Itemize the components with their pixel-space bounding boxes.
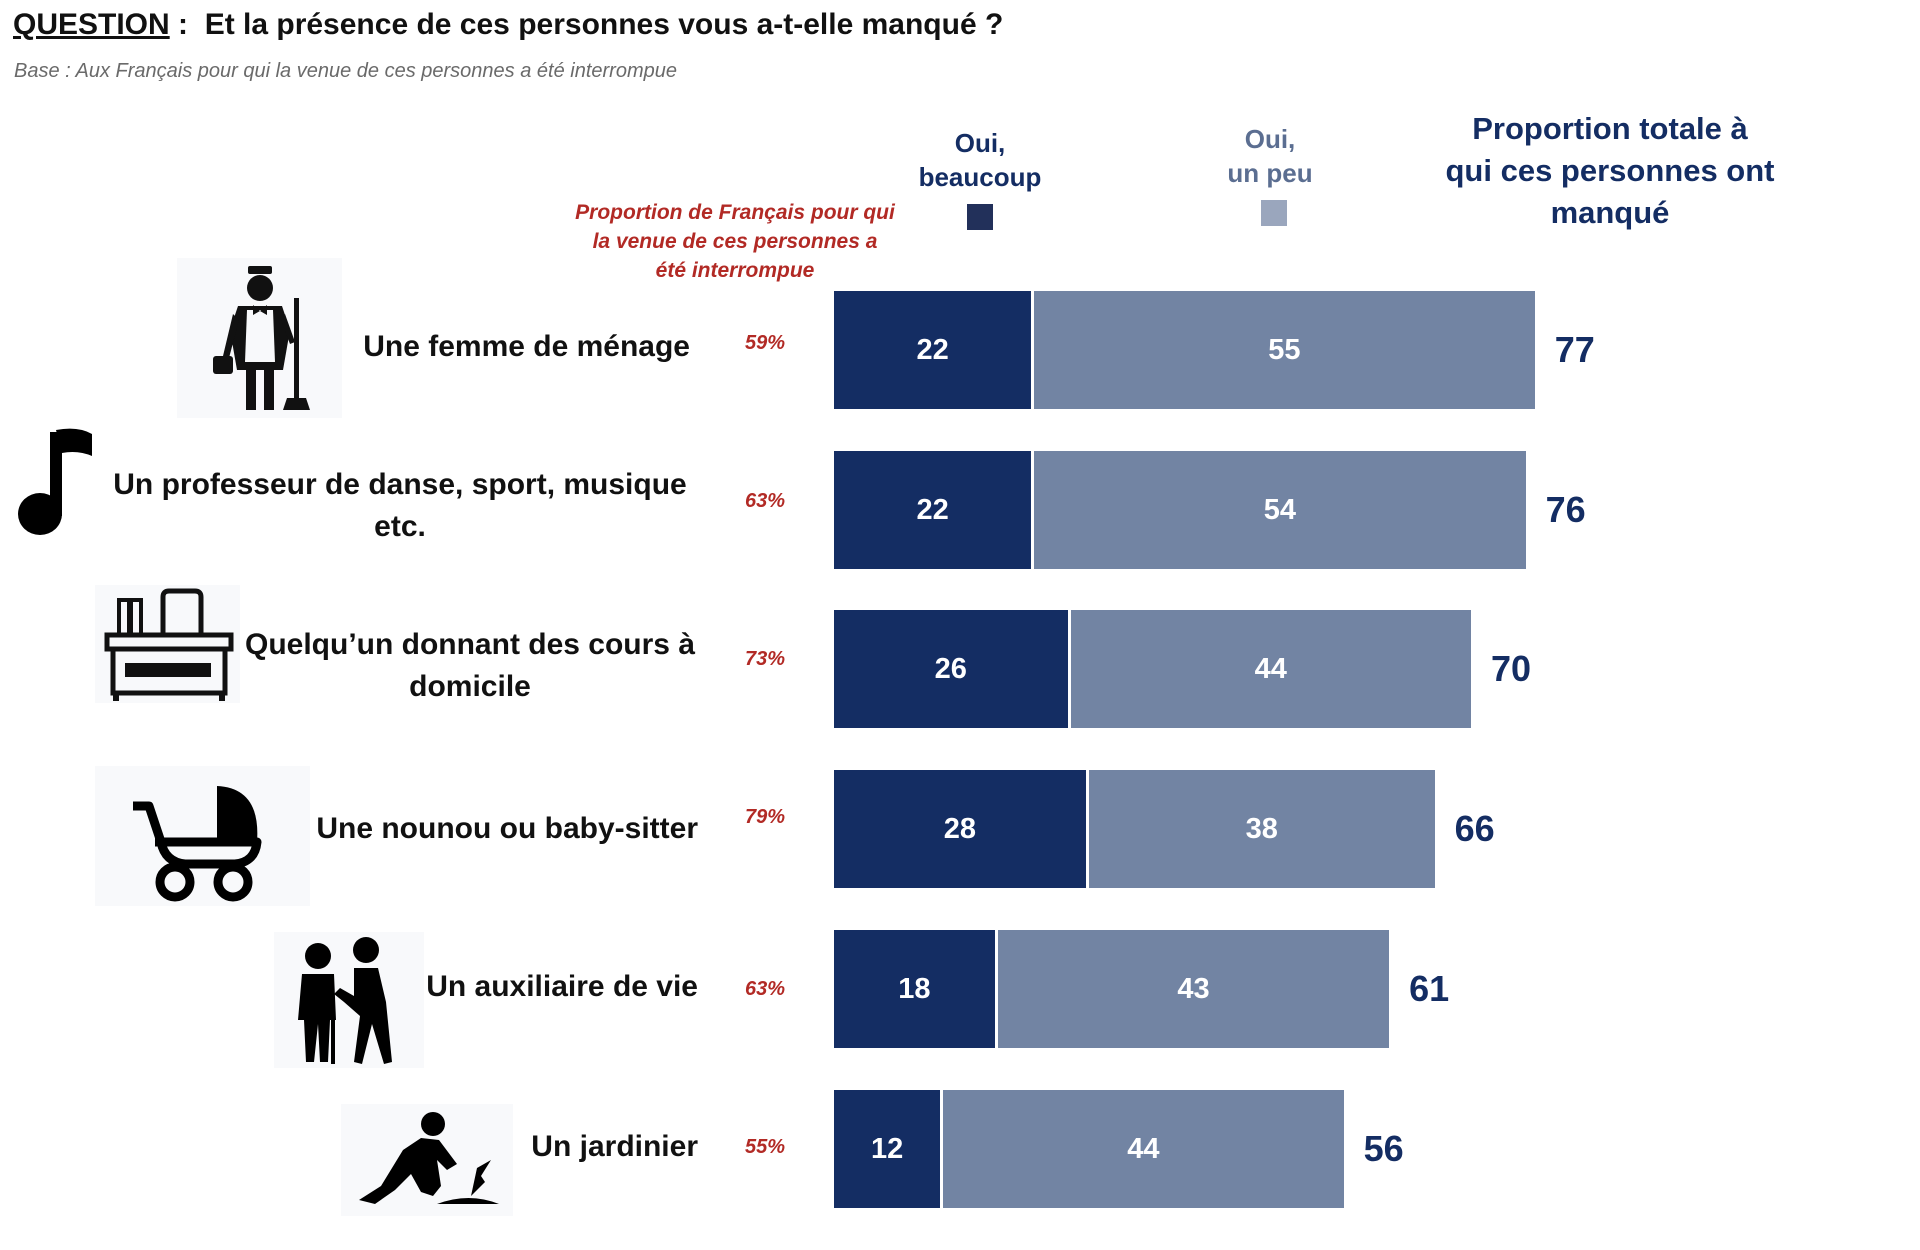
proportion-value: 59%: [745, 332, 786, 354]
bar-segment-beaucoup: 22: [834, 451, 1032, 569]
legend-peu-line2: un peu: [1227, 158, 1313, 188]
proportion-value: 79%: [745, 806, 786, 828]
total-header-line3: manqué: [1550, 195, 1670, 230]
category-label-line: domicile: [409, 670, 531, 703]
bar-segment-un-peu: 54: [1034, 451, 1526, 569]
proportion-header-line2: la venue de ces personnes a: [592, 230, 878, 253]
legend-peu-swatch: [1261, 200, 1287, 226]
total-value: 61: [1409, 968, 1450, 1009]
bar-segment-un-peu: 55: [1034, 291, 1535, 409]
legend-peu-line1: Oui,: [1244, 124, 1296, 154]
category-label-auxiliaire: Un auxiliaire de vie: [180, 966, 698, 1008]
proportion-value: 63%: [745, 978, 786, 1000]
bar-segment-beaucoup: 26: [834, 610, 1068, 728]
proportion-header-line1: Proportion de Français pour qui: [575, 201, 895, 224]
category-label-line: etc.: [374, 510, 426, 543]
bar-segment-un-peu: 38: [1088, 770, 1435, 888]
proportion-value: 55%: [745, 1136, 786, 1158]
bar-segment-un-peu: 44: [1070, 610, 1471, 728]
maid-icon: [177, 258, 342, 418]
legend-beaucoup-line2: beaucoup: [918, 162, 1042, 192]
total-value: 66: [1454, 808, 1495, 849]
total-header-line1: Proportion totale à: [1472, 111, 1748, 146]
legend-peu-label: Oui, un peu: [1195, 122, 1345, 190]
bar-segment-un-peu: 43: [997, 930, 1390, 1048]
bar-segment-beaucoup: 12: [834, 1090, 941, 1208]
bar-segment-beaucoup: 28: [834, 770, 1086, 888]
proportion-value: 73%: [745, 648, 786, 670]
category-label-cours-domicile: Quelqu’un donnant des cours à domicile: [240, 624, 700, 708]
legend-beaucoup-label: Oui, beaucoup: [905, 126, 1055, 194]
base-note: Base : Aux Français pour qui la venue de…: [14, 60, 677, 82]
elderly-caregiver-icon: [274, 932, 424, 1068]
music-note-icon: [12, 426, 97, 538]
category-label-line: Un auxiliaire de vie: [426, 970, 698, 1003]
total-value: 56: [1363, 1128, 1404, 1169]
category-label-femme-de-menage: Une femme de ménage: [180, 326, 690, 368]
stroller-icon: [95, 766, 310, 906]
bar-segment-beaucoup: 18: [834, 930, 995, 1048]
total-header-line2: qui ces personnes ont: [1445, 153, 1775, 188]
category-label-jardinier: Un jardinier: [180, 1126, 698, 1168]
category-label-line: Un jardinier: [531, 1130, 698, 1163]
category-label-nounou: Une nounou ou baby-sitter: [180, 808, 698, 850]
proportion-value: 63%: [745, 490, 786, 512]
total-header: Proportion totale à qui ces personnes on…: [1440, 108, 1780, 234]
gardener-icon: [341, 1104, 513, 1216]
bar-segment-beaucoup: 22: [834, 291, 1032, 409]
proportion-header-line3: été interrompue: [655, 259, 815, 282]
total-value: 77: [1554, 329, 1595, 370]
legend-beaucoup-swatch: [967, 204, 993, 230]
question-label: QUESTION: [13, 8, 170, 41]
question-separator: :: [169, 8, 205, 41]
total-value: 70: [1491, 648, 1532, 689]
total-value: 76: [1545, 489, 1586, 530]
desk-icon: [95, 585, 240, 703]
question-text: Et la présence de ces personnes vous a-t…: [204, 8, 1004, 41]
category-label-line: Quelqu’un donnant des cours à: [244, 628, 696, 661]
category-label-line: Un professeur de danse, sport, musique: [113, 468, 687, 501]
category-label-line: Une nounou ou baby-sitter: [316, 812, 698, 845]
question-title: QUESTION : Et la présence de ces personn…: [13, 8, 1003, 42]
legend-beaucoup-line1: Oui,: [954, 128, 1006, 158]
category-label-professeur: Un professeur de danse, sport, musique e…: [100, 464, 700, 548]
category-label-line: Une femme de ménage: [363, 330, 690, 363]
bar-segment-un-peu: 44: [943, 1090, 1344, 1208]
proportion-header: Proportion de Français pour qui la venue…: [570, 198, 900, 285]
